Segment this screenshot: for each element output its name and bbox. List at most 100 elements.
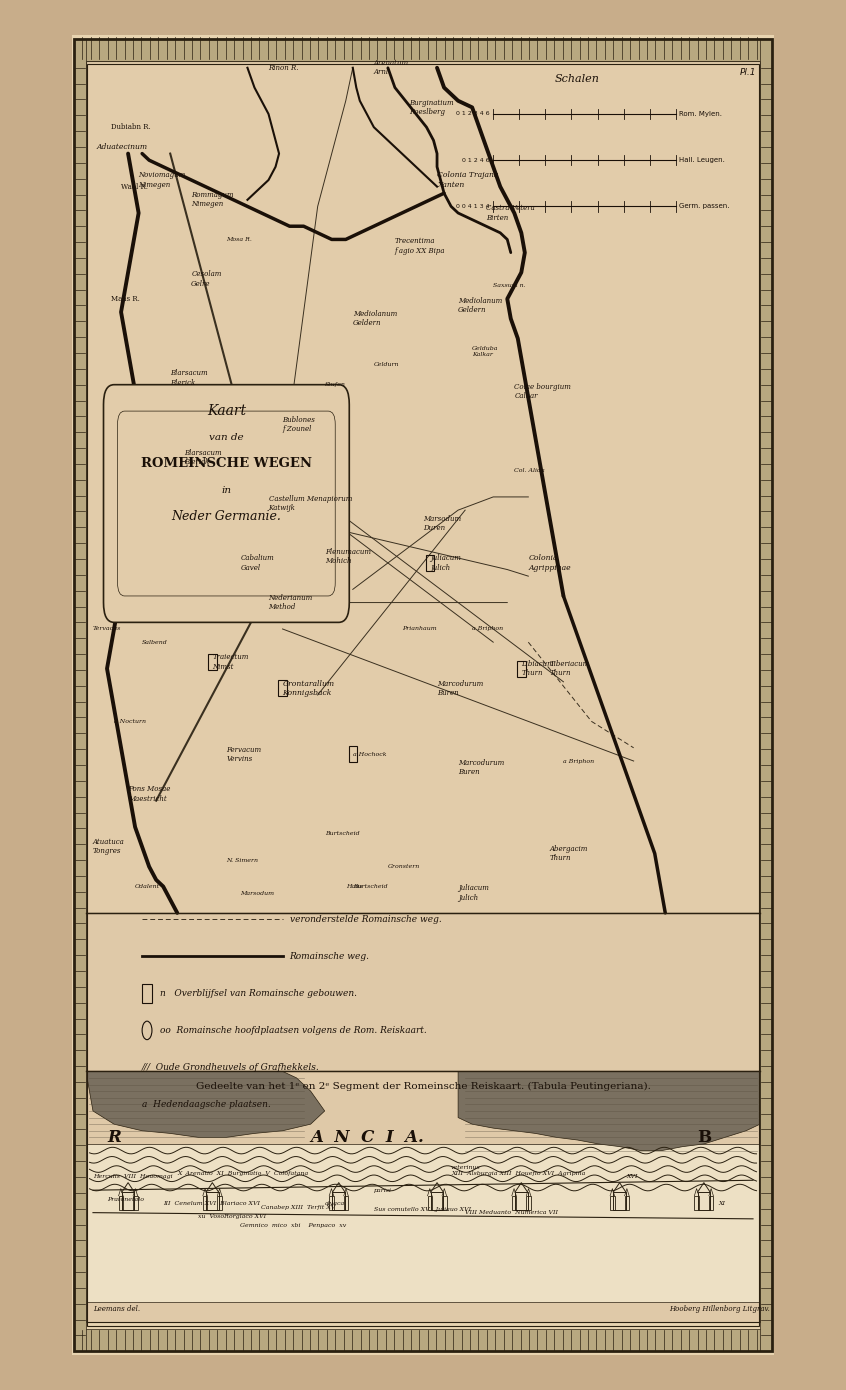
Text: XVI: XVI (627, 1175, 638, 1180)
Text: a Briphon: a Briphon (472, 627, 503, 631)
Text: in: in (222, 486, 232, 495)
Text: Rinon R.: Rinon R. (268, 64, 299, 72)
Bar (343, 1195, 349, 1209)
Text: Cesolam
Gelre: Cesolam Gelre (191, 271, 222, 288)
Text: a  Hedendaagsche plaatsen.: a Hedendaagsche plaatsen. (142, 1099, 271, 1109)
Bar (427, 1195, 432, 1209)
Text: van de: van de (209, 434, 244, 442)
Text: Pratonetalo: Pratonetalo (107, 1197, 144, 1202)
Text: Mediolanum
Geldern: Mediolanum Geldern (459, 297, 503, 314)
Bar (74, 1329, 772, 1351)
Text: Salbend: Salbend (142, 639, 168, 645)
Text: Celdurn: Celdurn (374, 363, 399, 367)
Text: Trecentima
f agio XX Bipa: Trecentima f agio XX Bipa (395, 238, 445, 254)
Text: Flenumacum
Mohich: Flenumacum Mohich (325, 548, 371, 564)
Bar (610, 1195, 614, 1209)
Text: Traiectum
Nimst: Traiectum Nimst (212, 653, 249, 670)
Bar (74, 39, 772, 61)
Text: alvaca: alvaca (325, 1201, 345, 1207)
Text: Marsodum: Marsodum (240, 891, 274, 895)
Text: Castra Vetera
Birten: Castra Vetera Birten (486, 204, 535, 221)
Text: Rom. Mylen.: Rom. Mylen. (679, 111, 722, 117)
Bar (206, 1193, 218, 1209)
Text: Colonia Trajana
Xanten: Colonia Trajana Xanten (437, 171, 498, 189)
Bar (74, 39, 86, 1351)
Bar (698, 1193, 710, 1209)
Text: Pl.1: Pl.1 (740, 68, 756, 76)
Text: xu  VosoRorglaco XVI: xu VosoRorglaco XVI (198, 1213, 266, 1219)
Text: Haus: Haus (346, 884, 362, 890)
Text: Aduatecinum: Aduatecinum (96, 143, 147, 152)
Bar (332, 1193, 345, 1209)
Text: III  Cenelum XVI  Blariaco XVI: III Cenelum XVI Blariaco XVI (163, 1201, 261, 1207)
Text: Grontarallum
Konnigsback: Grontarallum Konnigsback (283, 680, 335, 696)
Text: Pons Mosae
Maestricht: Pons Mosae Maestricht (128, 785, 170, 802)
Text: Juliacum
Julich: Juliacum Julich (459, 884, 489, 902)
Text: Dubiabn R.: Dubiabn R. (111, 124, 151, 131)
Text: Gemnico  mico  xbi    Penpaco  xv: Gemnico mico xbi Penpaco xv (240, 1223, 347, 1229)
Text: XI: XI (718, 1201, 725, 1207)
Text: veronderstelde Romainsche weg.: veronderstelde Romainsche weg. (289, 915, 442, 924)
Text: Schalen: Schalen (555, 74, 600, 85)
Bar (431, 1193, 443, 1209)
Text: Canabep XIII  Terfit XV: Canabep XIII Terfit XV (261, 1205, 336, 1209)
Polygon shape (459, 1072, 760, 1151)
Bar (517, 660, 525, 677)
Bar (278, 681, 287, 696)
Bar (515, 1193, 528, 1209)
Bar (526, 1195, 530, 1209)
Text: Colae bourgium
Calkar: Colae bourgium Calkar (514, 382, 571, 400)
Text: R: R (107, 1129, 121, 1145)
Text: Arenatum
Arnl.: Arenatum Arnl. (374, 60, 409, 76)
Text: Col. Alida: Col. Alida (514, 468, 545, 473)
Text: Mediolanum
Geldern: Mediolanum Geldern (353, 310, 397, 327)
Text: A  N  C  I  A.: A N C I A. (310, 1129, 424, 1145)
Text: Hooberg Hillenborg Litgrav.: Hooberg Hillenborg Litgrav. (668, 1305, 770, 1314)
Text: Burtscheid: Burtscheid (353, 884, 387, 890)
Text: Saxsum n.: Saxsum n. (493, 284, 526, 288)
Bar (118, 1195, 123, 1209)
Text: Hall. Leugen.: Hall. Leugen. (679, 157, 725, 163)
Text: parisi: parisi (374, 1187, 392, 1193)
Text: Herculis  VIII  Houomagi: Herculis VIII Houomagi (93, 1175, 173, 1180)
Text: Gedeelte van het 1ᵉ en 2ᵉ Segment der Romeinsche Reiskaart. (Tabula Peutingerian: Gedeelte van het 1ᵉ en 2ᵉ Segment der Ro… (195, 1081, 651, 1091)
Text: Cabalium
Gavel: Cabalium Gavel (240, 555, 274, 571)
Bar (695, 1195, 699, 1209)
Text: Castellum Menapiorum
Katwijk: Castellum Menapiorum Katwijk (268, 495, 352, 512)
Bar (349, 746, 357, 762)
Text: Leemans del.: Leemans del. (93, 1305, 140, 1314)
FancyBboxPatch shape (103, 385, 349, 623)
Bar (442, 1195, 447, 1209)
Bar (208, 655, 217, 670)
Text: X  Arenatio  XI  Burginatio  V  Colofatana: X Arenatio XI Burginatio V Colofatana (178, 1170, 309, 1176)
Text: Germ. passen.: Germ. passen. (679, 203, 730, 210)
Text: Sus comutello XV   Juliauo XVI: Sus comutello XV Juliauo XVI (374, 1208, 471, 1212)
Text: Mosa R.: Mosa R. (227, 236, 252, 242)
Text: Juliacum
Julich: Juliacum Julich (430, 555, 461, 571)
Text: Fervacum
Vervins: Fervacum Vervins (227, 746, 261, 763)
Text: Marcodurum
Buren: Marcodurum Buren (437, 680, 483, 696)
Text: Romainsche weg.: Romainsche weg. (289, 952, 370, 960)
Text: Bublones
f Zounel: Bublones f Zounel (283, 416, 316, 432)
Text: Gelduba
Kalkar: Gelduba Kalkar (472, 346, 498, 357)
Text: Abergacim
Thurn: Abergacim Thurn (549, 845, 588, 862)
Text: Noviomagum
Nimegen: Noviomagum Nimegen (139, 171, 186, 189)
Text: N. Simern: N. Simern (227, 858, 258, 863)
Text: 0 1 2 3 4 6: 0 1 2 3 4 6 (456, 111, 490, 117)
Text: Neder Germanie.: Neder Germanie. (172, 510, 282, 523)
Text: Burginatium
Roeslberg: Burginatium Roeslberg (409, 99, 453, 115)
Text: n   Overblijfsel van Romainsche gebouwen.: n Overblijfsel van Romainsche gebouwen. (160, 988, 357, 998)
Bar (426, 555, 434, 571)
Text: Maas R.: Maas R. (111, 295, 140, 303)
Bar (86, 913, 760, 1072)
Text: 0 0 4 1 3 4: 0 0 4 1 3 4 (456, 204, 490, 208)
Text: Stufen: Stufen (325, 382, 345, 388)
Polygon shape (86, 1072, 325, 1137)
Text: Waal R.: Waal R. (121, 182, 148, 190)
Text: 0 1 2 4 6: 0 1 2 4 6 (462, 157, 490, 163)
Bar (329, 1195, 333, 1209)
Bar (613, 1193, 626, 1209)
Text: Nederianum
Method: Nederianum Method (268, 594, 313, 612)
Text: Rommagum
Nimegen: Rommagum Nimegen (191, 192, 233, 208)
Text: oo  Romainsche hoofdplaatsen volgens de Rom. Reiskaart.: oo Romainsche hoofdplaatsen volgens de R… (160, 1026, 426, 1036)
